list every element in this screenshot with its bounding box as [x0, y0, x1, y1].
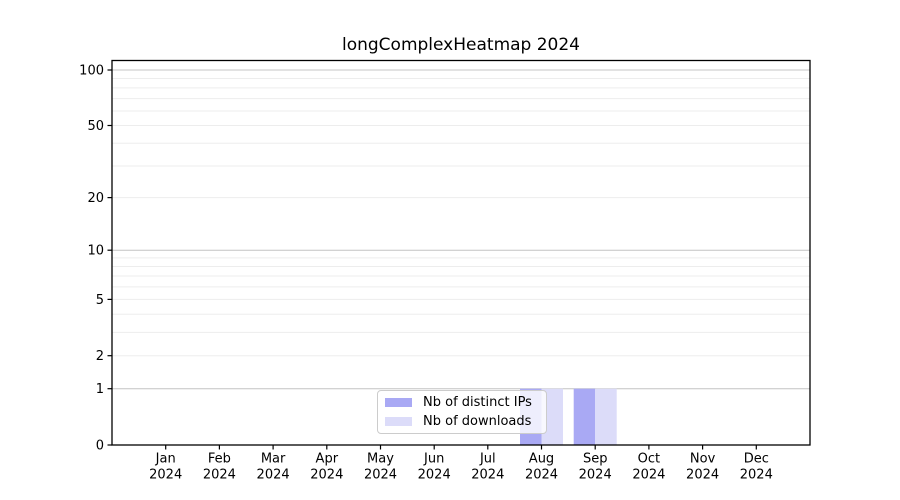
- x-tick-label-month: Dec: [744, 452, 769, 467]
- x-tick-label-month: Jan: [155, 452, 176, 467]
- y-tick-label: 50: [87, 119, 104, 134]
- x-tick-label-year: 2024: [686, 468, 719, 483]
- x-tick-label-year: 2024: [525, 468, 558, 483]
- x-tick-label-month: Feb: [208, 452, 231, 467]
- y-tick-label: 100: [79, 64, 104, 79]
- x-tick-label-year: 2024: [579, 468, 612, 483]
- y-tick-label: 5: [96, 293, 104, 308]
- x-tick-label-month: Sep: [583, 452, 608, 467]
- legend-label-distinct-ips: Nb of distinct IPs: [423, 395, 532, 411]
- x-tick-label-year: 2024: [740, 468, 773, 483]
- y-tick-label: 2: [96, 349, 104, 364]
- x-tick-label-year: 2024: [257, 468, 290, 483]
- x-tick-label-month: Apr: [316, 452, 339, 467]
- x-tick-label-year: 2024: [149, 468, 182, 483]
- x-tick-label-year: 2024: [418, 468, 451, 483]
- y-tick-label: 1: [96, 382, 104, 397]
- legend-swatch-downloads-icon: [385, 416, 412, 426]
- x-tick-label-month: Mar: [261, 452, 286, 467]
- legend-swatch-distinct-ips-icon: [385, 398, 412, 408]
- x-tick-label-month: Jun: [423, 452, 444, 467]
- x-tick-label-month: Jul: [479, 452, 496, 467]
- bar-distinct-ips: [573, 388, 596, 445]
- legend: Nb of distinct IPs Nb of downloads: [377, 390, 547, 434]
- bar-downloads: [595, 388, 617, 445]
- x-tick-label-year: 2024: [310, 468, 343, 483]
- chart-title: longComplexHeatmap 2024: [341, 35, 581, 55]
- x-tick-label-year: 2024: [203, 468, 236, 483]
- x-tick-label-year: 2024: [364, 468, 397, 483]
- x-tick-label-month: Oct: [638, 452, 660, 467]
- y-tick-label: 10: [87, 244, 104, 259]
- x-tick-label-year: 2024: [632, 468, 665, 483]
- x-tick-label-month: Aug: [529, 452, 554, 467]
- plot-border: [111, 59, 811, 446]
- legend-item-downloads: Nb of downloads: [385, 415, 546, 428]
- y-tick-label: 20: [87, 191, 104, 206]
- y-tick-label: 0: [96, 439, 104, 454]
- legend-item-distinct-ips: Nb of distinct IPs: [385, 396, 546, 409]
- x-tick-label-month: May: [367, 452, 394, 467]
- x-tick-label-month: Nov: [690, 452, 716, 467]
- legend-label-downloads: Nb of downloads: [423, 413, 532, 429]
- x-tick-label-year: 2024: [471, 468, 504, 483]
